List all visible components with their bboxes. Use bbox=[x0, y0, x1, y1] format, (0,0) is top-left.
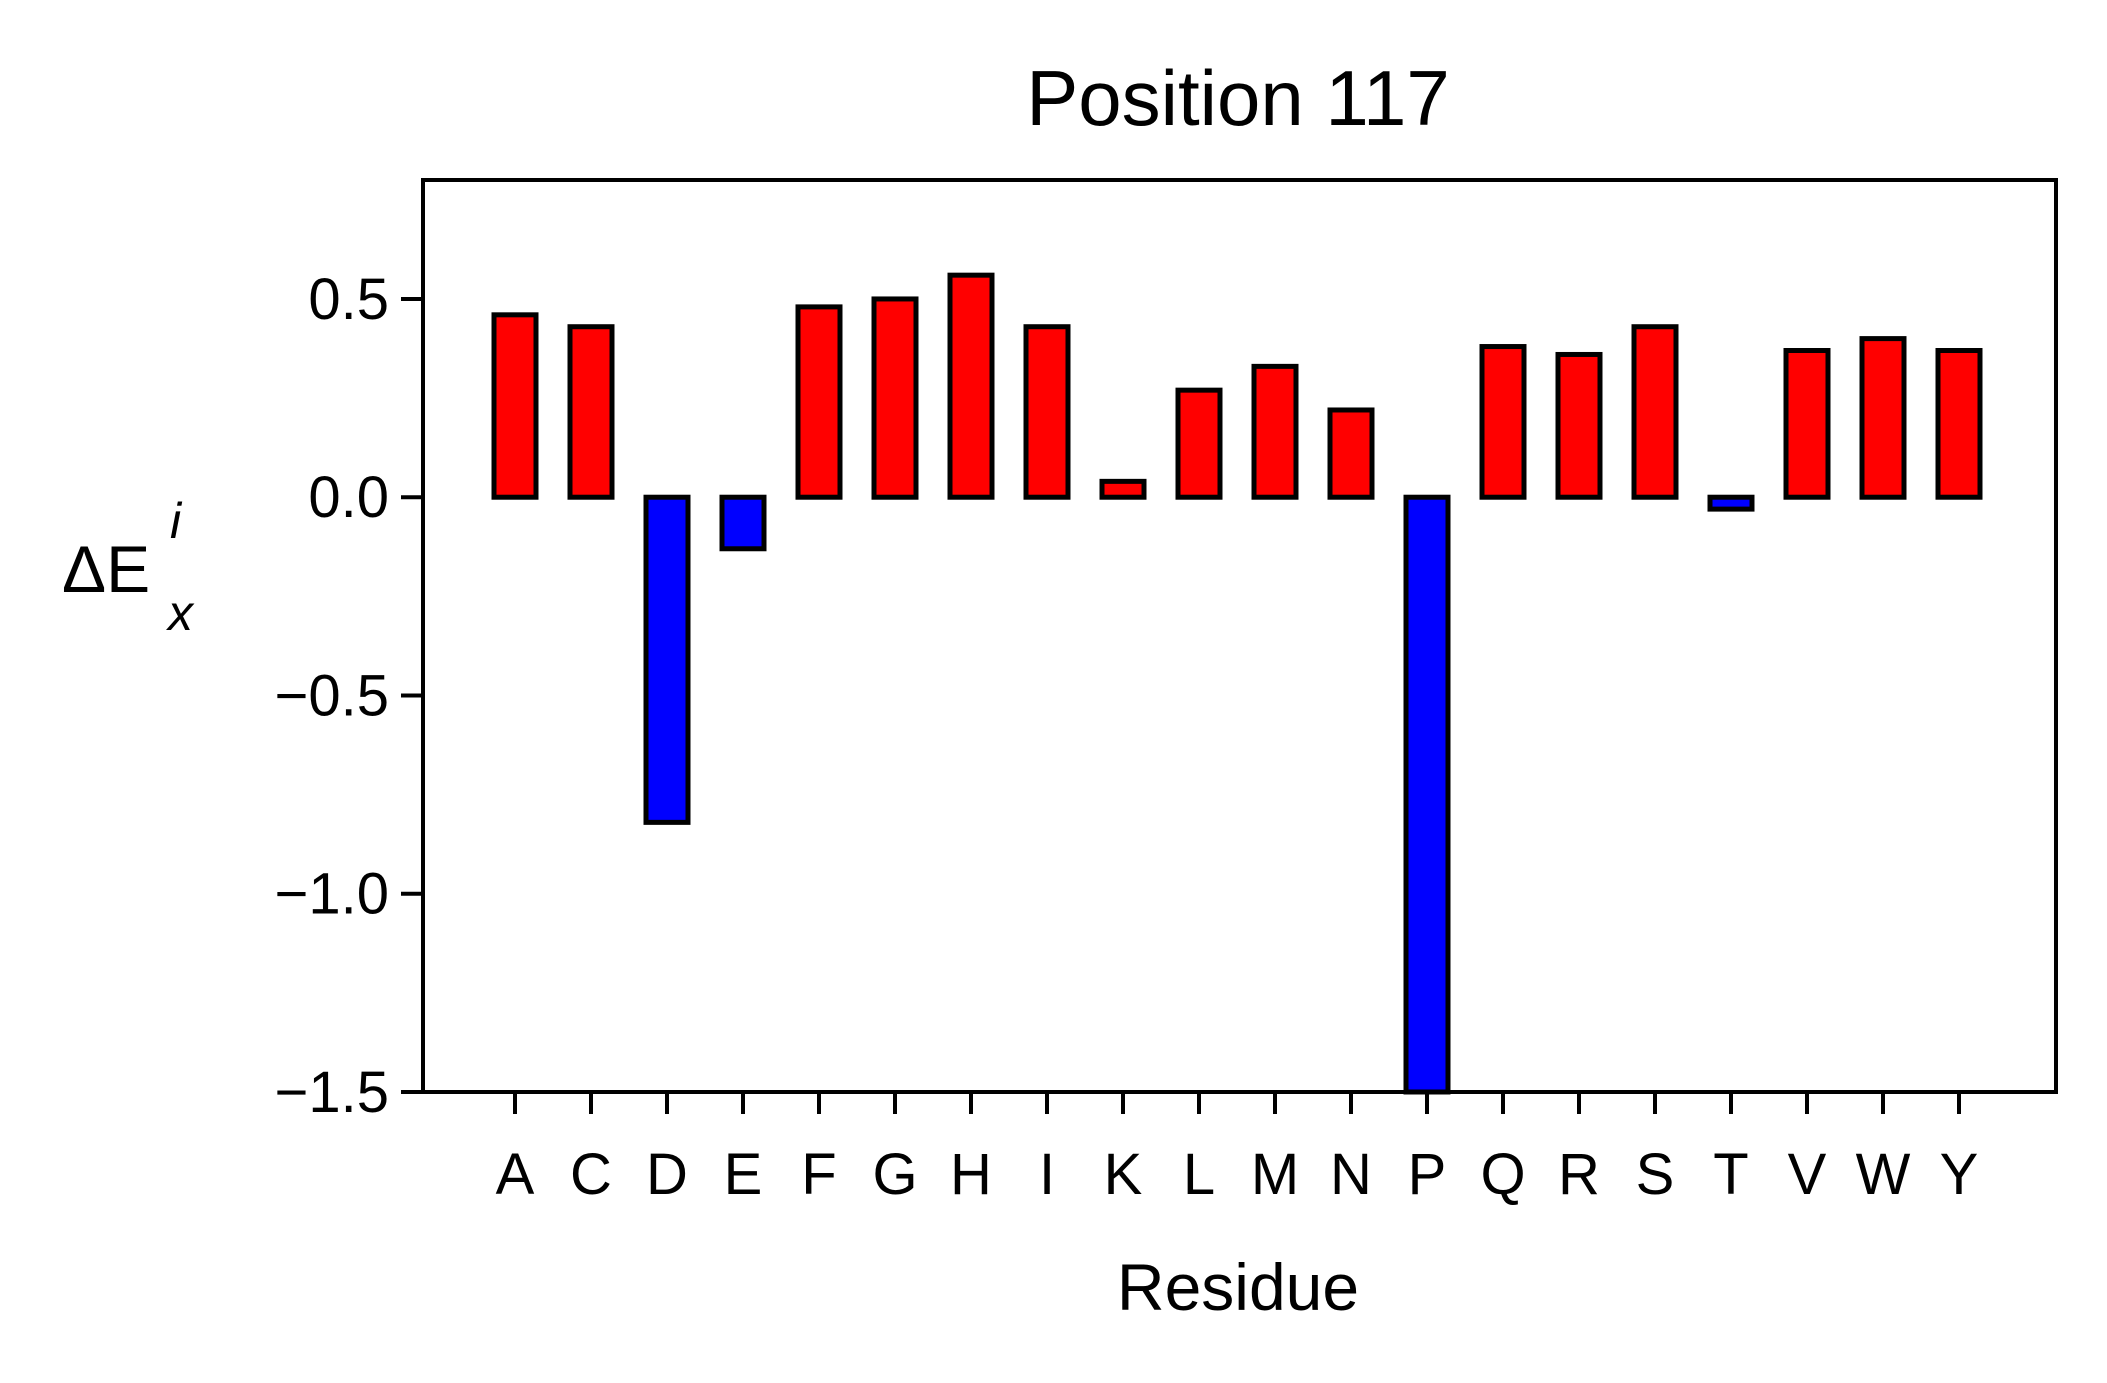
bar-M bbox=[1251, 363, 1299, 500]
bar-C bbox=[567, 324, 615, 500]
bar-S bbox=[1631, 324, 1679, 500]
x-tick-label: D bbox=[646, 1142, 688, 1207]
x-tick-label: M bbox=[1251, 1142, 1299, 1207]
x-tick-label: Q bbox=[1480, 1142, 1525, 1207]
bar-Q bbox=[1479, 344, 1527, 500]
bar-I bbox=[1023, 324, 1071, 500]
x-tick-label: V bbox=[1788, 1142, 1827, 1207]
x-tick-label: Y bbox=[1940, 1142, 1979, 1207]
y-axis-label-base: ΔE bbox=[62, 532, 150, 606]
x-tick-label: I bbox=[1039, 1142, 1055, 1207]
bar-E bbox=[719, 494, 767, 552]
svg-text:ΔE: ΔE bbox=[62, 532, 150, 606]
x-tick-label: T bbox=[1713, 1142, 1748, 1207]
bar-K bbox=[1099, 478, 1147, 500]
x-tick-label: F bbox=[801, 1142, 836, 1207]
bar-V bbox=[1783, 348, 1831, 500]
y-tick-label: 0.5 bbox=[308, 267, 389, 332]
x-tick-label: K bbox=[1104, 1142, 1143, 1207]
bar-H bbox=[947, 272, 995, 500]
bar-N bbox=[1327, 407, 1375, 500]
bar-D bbox=[643, 494, 691, 825]
y-axis-label-subscript: x bbox=[166, 585, 195, 641]
x-tick-label: H bbox=[950, 1142, 992, 1207]
x-tick-label: L bbox=[1183, 1142, 1215, 1207]
plot-area bbox=[491, 272, 1983, 1095]
bar-W bbox=[1859, 336, 1907, 500]
bar-F bbox=[795, 304, 843, 500]
bar-Y bbox=[1935, 348, 1983, 500]
x-tick-label: E bbox=[724, 1142, 763, 1207]
x-tick-label: A bbox=[496, 1142, 535, 1207]
bar-R bbox=[1555, 351, 1603, 500]
y-axis-label-superscript: i bbox=[170, 493, 183, 549]
x-tick-label: C bbox=[570, 1142, 612, 1207]
axes-frame bbox=[421, 178, 2058, 1094]
y-tick-label: −0.5 bbox=[275, 663, 390, 728]
y-axis-label: ΔE x i bbox=[62, 493, 195, 641]
y-axis: 0.5 0.0 −0.5 −1.0 −1.5 bbox=[275, 267, 423, 1125]
x-axis-label: Residue bbox=[1117, 1250, 1359, 1324]
x-tick-label: W bbox=[1856, 1142, 1911, 1207]
x-tick-label: S bbox=[1636, 1142, 1675, 1207]
bar-G bbox=[871, 296, 919, 500]
x-tick-label: G bbox=[872, 1142, 917, 1207]
bar-L bbox=[1175, 387, 1223, 500]
x-tick-label: R bbox=[1558, 1142, 1600, 1207]
bar-A bbox=[491, 312, 539, 500]
x-tick-label: N bbox=[1330, 1142, 1372, 1207]
chart-title: Position 117 bbox=[1026, 54, 1450, 142]
y-tick-label: −1.5 bbox=[275, 1060, 390, 1125]
y-tick-label: −1.0 bbox=[275, 862, 390, 927]
bar-P bbox=[1403, 494, 1451, 1095]
bar-T bbox=[1707, 494, 1755, 512]
y-tick-label: 0.0 bbox=[308, 465, 389, 530]
x-tick-label: P bbox=[1408, 1142, 1447, 1207]
